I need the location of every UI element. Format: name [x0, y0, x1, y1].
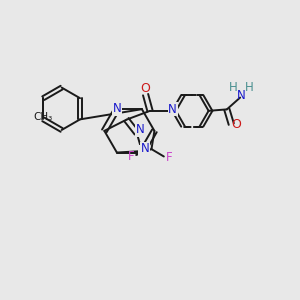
Text: N: N [141, 142, 150, 155]
Text: CH₃: CH₃ [34, 112, 53, 122]
Text: N: N [237, 89, 246, 102]
Text: O: O [141, 82, 151, 95]
Text: F: F [128, 150, 134, 163]
Text: H: H [229, 81, 238, 94]
Text: N: N [112, 102, 121, 115]
Text: N: N [139, 146, 148, 159]
Text: N: N [168, 103, 177, 116]
Text: N: N [136, 123, 145, 136]
Text: H: H [245, 81, 254, 94]
Text: F: F [166, 152, 172, 164]
Text: O: O [232, 118, 242, 131]
